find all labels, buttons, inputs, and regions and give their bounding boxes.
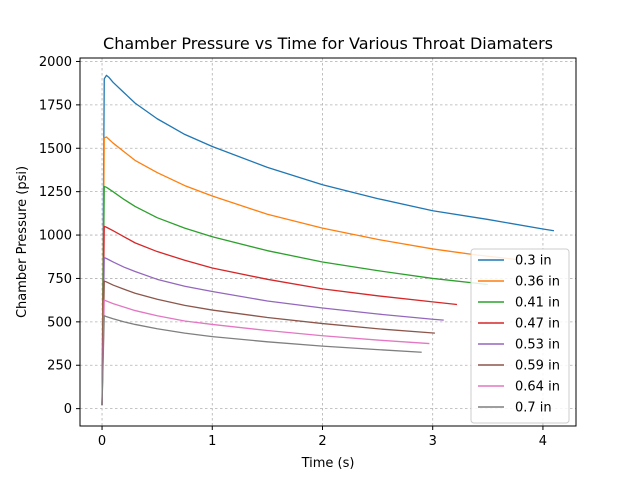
series-line xyxy=(101,185,488,406)
x-tick-label: 3 xyxy=(429,434,437,449)
legend-label: 0.47 in xyxy=(515,317,560,332)
y-tick-label: 250 xyxy=(47,359,72,374)
series-line xyxy=(101,299,430,406)
axis-ticks: 0 1 2 3 4 0 250 500 750 1000 1250 1500 1750 2000 xyxy=(39,55,547,449)
legend-label: 0.59 in xyxy=(515,359,560,374)
series-line xyxy=(101,315,422,406)
x-tick-label: 0 xyxy=(98,434,106,449)
legend-label: 0.3 in xyxy=(515,254,552,269)
legend-label: 0.53 in xyxy=(515,338,560,353)
x-tick-label: 1 xyxy=(208,434,216,449)
y-tick-label: 1000 xyxy=(39,229,72,244)
y-tick-label: 750 xyxy=(47,272,72,287)
y-axis-label: Chamber Pressure (psi) xyxy=(15,166,30,318)
series-line xyxy=(101,280,435,406)
y-tick-label: 1500 xyxy=(39,142,72,157)
series-line xyxy=(101,256,444,406)
chart-title: Chamber Pressure vs Time for Various Thr… xyxy=(103,34,553,53)
y-tick-label: 1750 xyxy=(39,98,72,113)
y-tick-label: 1250 xyxy=(39,185,72,200)
legend-label: 0.64 in xyxy=(515,380,560,395)
y-tick-label: 500 xyxy=(47,315,72,330)
x-axis-label: Time (s) xyxy=(301,456,355,471)
legend-box xyxy=(470,248,570,424)
series-line xyxy=(101,225,458,406)
legend: 0.3 in 0.36 in 0.41 in 0.47 in 0.53 in 0.59 i… xyxy=(470,248,570,424)
plot-series xyxy=(101,74,555,406)
y-tick-label: 0 xyxy=(64,402,72,417)
legend-label: 0.36 in xyxy=(515,275,560,290)
series-line xyxy=(101,136,516,406)
legend-label: 0.7 in xyxy=(515,401,552,416)
legend-label: 0.41 in xyxy=(515,296,560,311)
x-tick-label: 4 xyxy=(539,434,547,449)
plot-frame xyxy=(79,57,577,427)
series-line xyxy=(101,74,555,406)
x-tick-label: 2 xyxy=(318,434,326,449)
y-tick-label: 2000 xyxy=(39,55,72,70)
